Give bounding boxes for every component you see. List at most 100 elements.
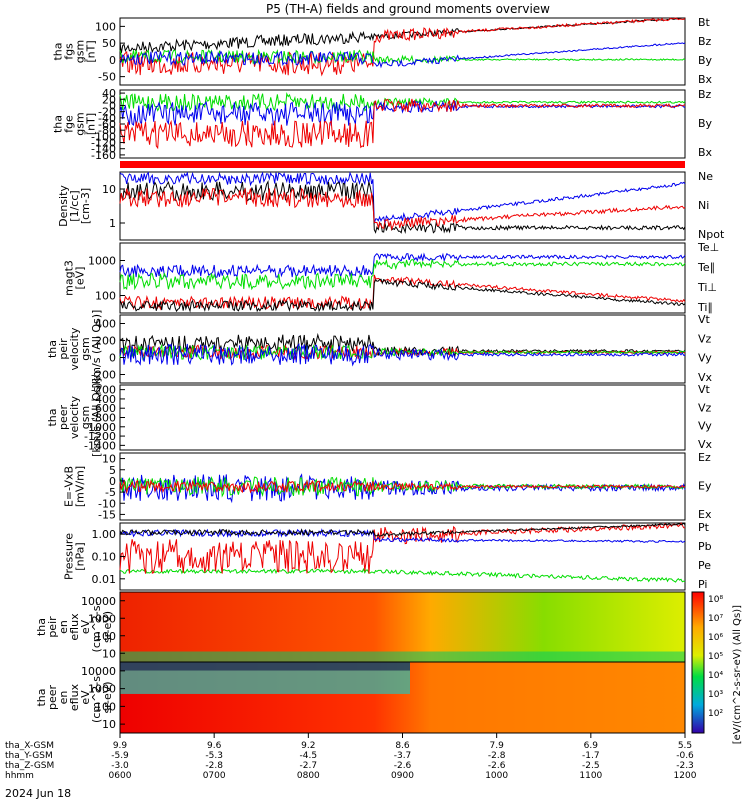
y-tick-label: -50 <box>98 71 116 84</box>
y-tick-label: 0.10 <box>92 551 117 564</box>
x-tick-label: -2.6 <box>488 761 506 771</box>
x-tick-label: -5.9 <box>111 751 129 761</box>
legend-peir_vel: Vz <box>698 332 712 345</box>
x-tick-label: 1200 <box>674 771 697 781</box>
y-axis-label-line: E=-VxB <box>63 466 76 507</box>
legend-fge: By <box>698 117 713 130</box>
y-axis-label-line: gsm <box>79 406 92 429</box>
trace-temp <box>119 258 686 291</box>
legend-peer_vel: Vy <box>698 420 712 433</box>
y-tick-label: 200 <box>95 335 116 348</box>
y-axis-label-line: tha <box>52 42 65 60</box>
y-axis-label-line: gsm <box>79 337 92 360</box>
date-label: 2024 Jun 18 <box>5 787 71 800</box>
y-tick-label: -140 <box>91 143 116 156</box>
legend-peir_vel: Vy <box>698 352 712 365</box>
colorbar-tick-label: 10⁸ <box>708 595 723 605</box>
y-axis-label-line: peir <box>57 338 70 360</box>
trace-pressure <box>119 522 686 574</box>
x-tick-label: -0.6 <box>676 751 694 761</box>
y-axis-label-line: [km/s (All Qs)] <box>90 378 103 457</box>
y-tick-label: 0 <box>109 54 116 67</box>
y-axis-label-line: eflux <box>68 613 81 641</box>
panel-frame <box>119 314 686 384</box>
colorbar-tick-label: 10⁷ <box>708 614 723 624</box>
colorbar-tick-label: 10⁶ <box>708 633 723 643</box>
trace-density <box>119 171 686 224</box>
y-tick-label: -10 <box>98 497 116 510</box>
panel-frame <box>119 17 686 86</box>
panel-peer_en: 10000100010010thapeerenefluxeV(cm^2-s-sr… <box>35 661 686 734</box>
colorbar-tick-label: 10² <box>708 709 723 719</box>
x-tick-label: -2.6 <box>394 761 412 771</box>
x-tick-label: 0800 <box>297 771 320 781</box>
x-tick-label: -2.3 <box>676 761 694 771</box>
legend-peer_vel: Vz <box>698 401 712 414</box>
trace-pressure <box>119 528 686 543</box>
x-tick-label: -5.3 <box>205 751 223 761</box>
x-tick-label: 9.2 <box>301 741 315 751</box>
y-axis-label-line: tha <box>35 688 48 706</box>
trace-density <box>119 187 686 231</box>
y-tick-label: 100 <box>95 290 116 303</box>
legend-density: Ni <box>698 199 709 212</box>
y-axis-label-line: tha <box>52 115 65 133</box>
x-tick-label: -2.8 <box>205 761 223 771</box>
x-row-label: tha_Y-GSM <box>5 751 53 761</box>
heatmap-band <box>120 662 410 671</box>
y-axis-label-line: en <box>57 691 70 705</box>
trace-peir_vel <box>119 332 686 358</box>
colorbar-tick-label: 10³ <box>708 690 723 700</box>
x-tick-label: 1000 <box>485 771 508 781</box>
y-tick-label: -40 <box>98 112 116 125</box>
panel-density: 10 1 Density[1/cc][cm-3] Ne Ni Npot <box>57 170 725 241</box>
x-tick-label: -1.7 <box>582 751 600 761</box>
y-tick-label: -160 <box>91 149 116 162</box>
y-axis-label-line: Density <box>57 185 70 227</box>
y-tick-label: 10000 <box>81 595 116 608</box>
y-tick-label: 10000 <box>81 665 116 678</box>
y-axis-label-peer_en: thapeerenefluxeV(cm^2-s-sr-eV) <box>35 672 114 723</box>
trace-pressure <box>119 522 686 537</box>
panel-frame <box>119 384 686 451</box>
y-tick-label: 100 <box>95 700 116 713</box>
y-axis-label-line: (cm^2-s- <box>90 672 103 723</box>
legend-fgs: By <box>698 54 713 67</box>
y-axis-label-line: (cm^2-s- <box>90 602 103 653</box>
trace-temp <box>119 274 686 311</box>
colorbar-tick-label: 10⁴ <box>708 671 723 681</box>
colorbar-label: [eV/(cm^2-s-sr-eV) (All Qs)] <box>732 605 743 744</box>
x-tick-label: 0900 <box>391 771 414 781</box>
y-tick-label: -20 <box>98 106 116 119</box>
y-axis-label-line: gsm <box>74 40 87 63</box>
y-tick-label: 10 <box>102 183 116 196</box>
y-axis-label-line: peir <box>46 616 59 638</box>
y-axis-label-line: fge <box>63 115 76 133</box>
trace-peir_vel <box>119 343 686 367</box>
legend-efield: Ez <box>698 451 711 464</box>
legend-temp: Te⊥ <box>697 241 719 254</box>
trace-fgs <box>119 17 686 77</box>
legend-pressure: Pb <box>698 540 712 553</box>
legend-density: Npot <box>698 228 725 241</box>
panel-peer_vel: -200-400-600-800-1000-1200-1400thapeerve… <box>46 378 713 457</box>
legend-peer_vel: Vt <box>698 383 711 396</box>
legend-efield: Ey <box>698 480 712 493</box>
legend-fgs: Bz <box>698 35 712 48</box>
y-tick-label: 1000 <box>88 683 116 696</box>
x-tick-label: 5.5 <box>678 741 692 751</box>
trace-fgs <box>119 42 686 69</box>
x-tick-label: 0700 <box>203 771 226 781</box>
y-axis-label-line: [nT] <box>85 40 98 62</box>
y-tick-label: 1000 <box>88 612 116 625</box>
y-axis-label-density: Density[1/cc][cm-3] <box>57 185 92 227</box>
y-tick-label: -80 <box>98 124 116 137</box>
y-axis-label-efield: E=-VxB[mV/m] <box>63 466 87 507</box>
y-tick-label: 40 <box>102 87 116 100</box>
panel-frame <box>119 242 686 314</box>
x-tick-label: 1100 <box>579 771 602 781</box>
x-tick-label: 9.9 <box>113 741 128 751</box>
